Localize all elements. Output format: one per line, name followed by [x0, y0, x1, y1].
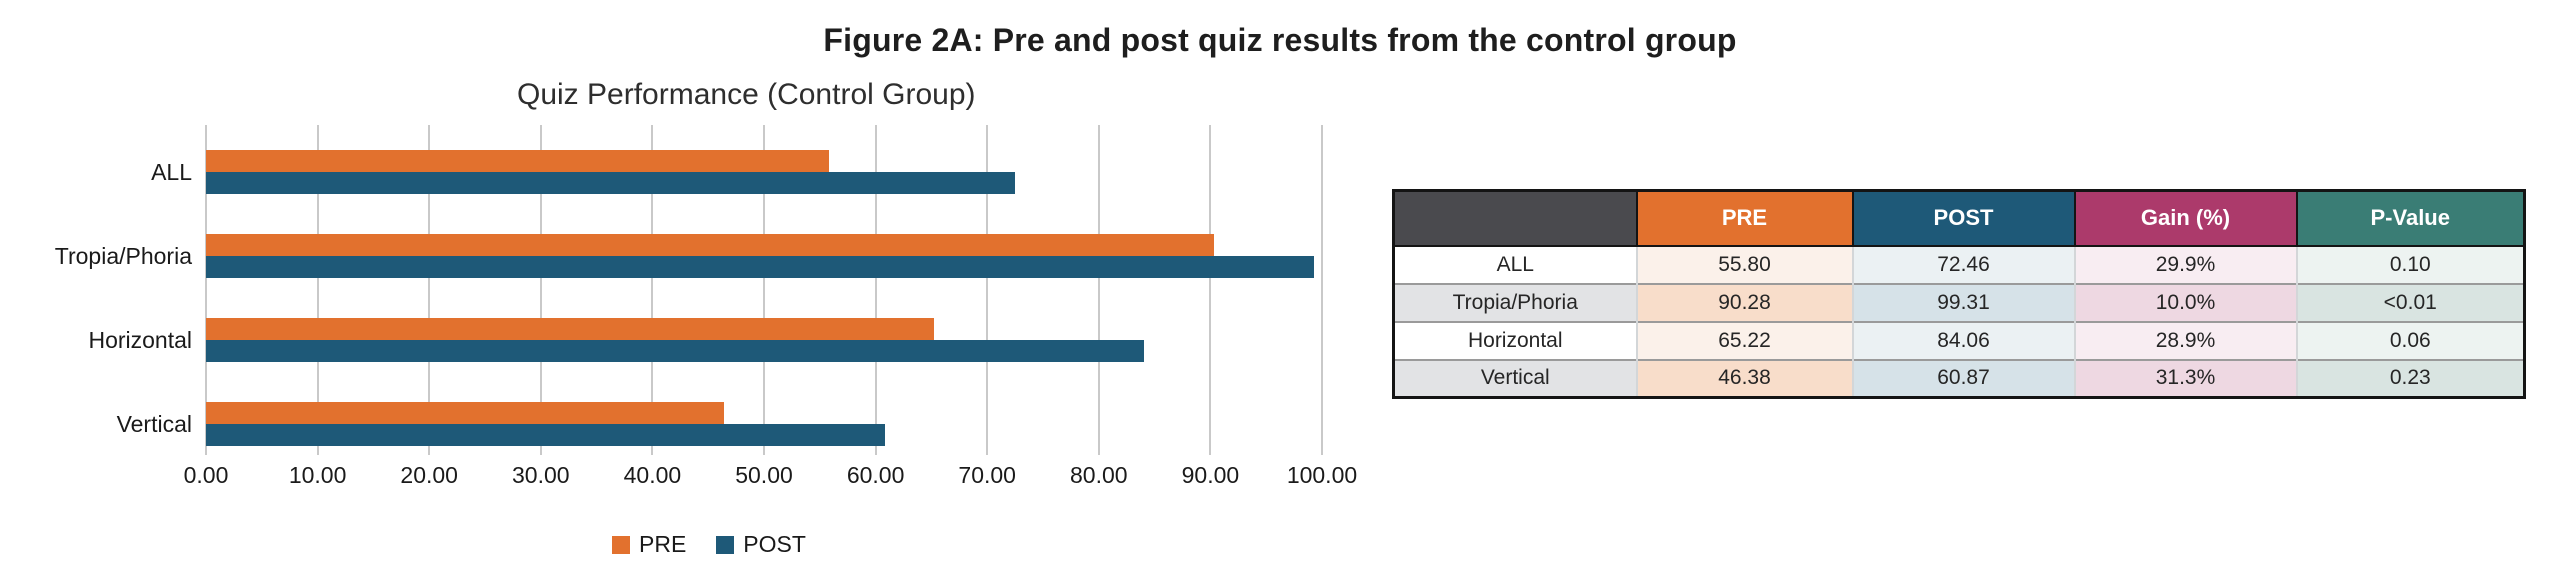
cell-gain: 10.0% — [2073, 282, 2298, 322]
header-cell-post: POST — [1851, 189, 2076, 247]
table-row: Vertical 46.38 60.87 31.3% 0.23 — [1392, 358, 2526, 398]
cell-gain: 29.9% — [2073, 244, 2298, 284]
cell-pvalue: <0.01 — [2295, 282, 2526, 322]
y-axis-label: ALL — [151, 159, 192, 185]
x-axis-tick-label: 60.00 — [846, 462, 905, 488]
cell-row-label: Horizontal — [1392, 320, 1638, 360]
cell-post: 72.46 — [1851, 244, 2076, 284]
post-bar — [206, 340, 1145, 362]
header-cell-pre: PRE — [1635, 189, 1854, 247]
post-bar — [206, 172, 1015, 194]
gridline — [763, 125, 765, 455]
cell-post: 84.06 — [1851, 320, 2076, 360]
gridline — [874, 125, 877, 455]
results-table: PRE POST Gain (%) P-Value ALL 55.80 72.4… — [1392, 189, 2526, 399]
x-axis-tick-label: 40.00 — [623, 462, 682, 488]
pre-bar — [206, 150, 829, 172]
x-axis-tick-label: 0.00 — [183, 462, 229, 488]
gridline — [428, 125, 431, 455]
gridline — [205, 125, 207, 455]
y-axis-label: Vertical — [116, 411, 192, 437]
bar-group-all — [206, 150, 1322, 194]
cell-pvalue: 0.23 — [2295, 358, 2526, 398]
bar-group-vertical — [206, 402, 1322, 446]
x-axis-tick-label: 70.00 — [958, 462, 1016, 488]
chart-title: Quiz Performance (Control Group) — [517, 78, 976, 111]
gridline — [1209, 125, 1212, 455]
table-row: ALL 55.80 72.46 29.9% 0.10 — [1392, 244, 2526, 284]
cell-row-label: ALL — [1392, 244, 1638, 284]
y-axis-label: Tropia/Phoria — [54, 243, 192, 269]
cell-gain: 31.3% — [2073, 358, 2298, 398]
header-cell-gain: Gain (%) — [2073, 189, 2298, 247]
cell-gain: 28.9% — [2073, 320, 2298, 360]
bar-group-horizontal — [206, 318, 1322, 362]
pre-bar — [206, 402, 724, 424]
table-header-row: PRE POST Gain (%) P-Value — [1392, 189, 2526, 247]
header-cell-blank — [1392, 189, 1638, 247]
cell-pre: 46.38 — [1635, 358, 1854, 398]
legend-label-post: POST — [743, 531, 806, 557]
bar-group-tropia-phoria — [206, 234, 1322, 278]
header-cell-pvalue: P-Value — [2295, 189, 2526, 247]
x-axis-tick-label: 50.00 — [735, 462, 793, 488]
cell-post: 60.87 — [1851, 358, 2076, 398]
post-swatch-icon — [716, 535, 735, 554]
x-axis-tick-label: 100.00 — [1286, 462, 1358, 488]
legend-item-pre: PRE — [612, 531, 686, 558]
pre-bar — [206, 234, 1214, 256]
pre-bar — [206, 318, 934, 340]
cell-row-label: Tropia/Phoria — [1392, 282, 1638, 322]
figure-title: Figure 2A: Pre and post quiz results fro… — [823, 22, 1737, 58]
y-axis-label: Horizontal — [88, 327, 192, 353]
cell-pre: 65.22 — [1635, 320, 1854, 360]
table-row: Horizontal 65.22 84.06 28.9% 0.06 — [1392, 320, 2526, 360]
x-axis-tick-label: 10.00 — [288, 462, 347, 488]
legend-item-post: POST — [716, 531, 806, 558]
pre-swatch-icon — [612, 535, 630, 554]
gridline — [1321, 125, 1323, 455]
gridline — [539, 125, 542, 455]
x-axis-tick-label: 20.00 — [400, 462, 458, 488]
legend: PRE POST — [612, 531, 836, 558]
plot-area — [205, 125, 1323, 455]
gridline — [986, 125, 989, 455]
cell-pvalue: 0.06 — [2295, 320, 2526, 360]
cell-pre: 55.80 — [1635, 244, 1854, 284]
cell-post: 99.31 — [1851, 282, 2076, 322]
cell-pre: 90.28 — [1635, 282, 1854, 322]
post-bar — [206, 424, 886, 446]
table-row: Tropia/Phoria 90.28 99.31 10.0% <0.01 — [1392, 282, 2526, 322]
cell-pvalue: 0.10 — [2295, 244, 2526, 284]
gridline — [316, 125, 319, 455]
legend-label-pre: PRE — [639, 531, 687, 557]
x-axis-tick-label: 90.00 — [1181, 462, 1240, 488]
gridline — [651, 125, 654, 455]
x-axis-tick-label: 30.00 — [512, 462, 570, 488]
cell-row-label: Vertical — [1392, 358, 1638, 398]
x-axis-tick-label: 80.00 — [1070, 462, 1128, 488]
gridline — [1097, 125, 1100, 455]
post-bar — [206, 256, 1315, 278]
